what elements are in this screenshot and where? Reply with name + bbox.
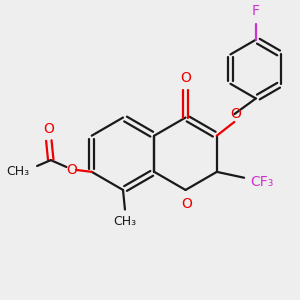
Text: CH₃: CH₃ (113, 215, 136, 228)
Text: O: O (180, 71, 191, 85)
Text: CH₃: CH₃ (6, 165, 29, 178)
Text: CF₃: CF₃ (250, 175, 273, 189)
Text: F: F (252, 4, 260, 18)
Text: O: O (44, 122, 54, 136)
Text: O: O (230, 107, 241, 121)
Text: O: O (181, 197, 192, 211)
Text: O: O (66, 163, 77, 177)
